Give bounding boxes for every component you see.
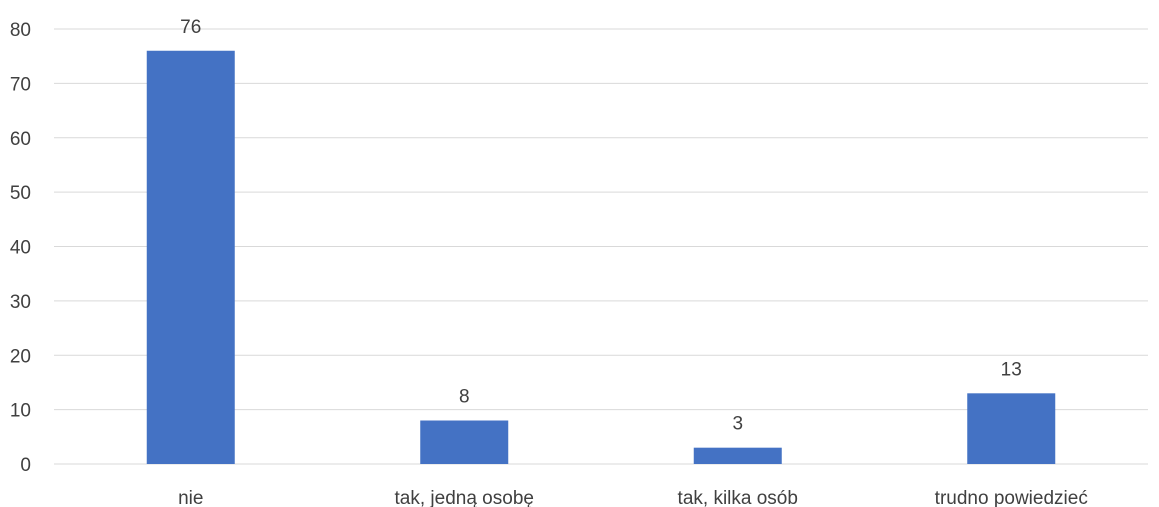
y-tick-label: 60 (10, 129, 31, 150)
y-tick-label: 30 (10, 292, 31, 313)
y-tick-label: 40 (10, 238, 31, 259)
category-label: trudno powiedzieć (935, 488, 1088, 507)
data-label: 8 (459, 387, 470, 408)
y-axis-ticks: 0 10 20 30 40 50 60 70 80 (10, 20, 31, 476)
category-label: tak, kilka osób (678, 488, 798, 507)
x-axis-categories: nie tak, jedną osobę tak, kilka osób trudno… (178, 488, 1088, 507)
bars (146, 50, 1056, 464)
data-label: 3 (732, 414, 743, 435)
bar (967, 393, 1056, 464)
data-labels: 76 8 3 13 (180, 17, 1022, 435)
bar (693, 447, 782, 464)
data-label: 76 (180, 17, 201, 38)
y-tick-label: 20 (10, 346, 31, 367)
y-tick-label: 70 (10, 74, 31, 95)
y-tick-label: 10 (10, 401, 31, 422)
y-tick-label: 0 (20, 455, 31, 476)
y-tick-label: 80 (10, 20, 31, 41)
data-label: 13 (1001, 359, 1022, 380)
gridlines (54, 28, 1148, 465)
bar (420, 420, 509, 464)
bar (146, 50, 235, 464)
category-label: tak, jedną osobę (395, 488, 534, 507)
y-tick-label: 50 (10, 183, 31, 204)
category-label: nie (178, 488, 203, 507)
